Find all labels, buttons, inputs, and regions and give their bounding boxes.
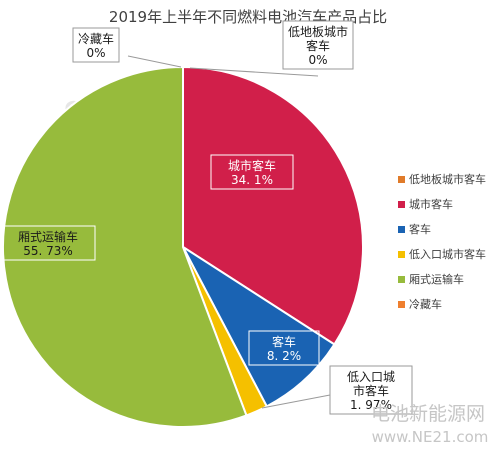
data-label-name: 市客车 xyxy=(353,383,389,398)
data-label-value: 34. 1% xyxy=(231,173,273,187)
legend-swatch xyxy=(398,276,405,283)
data-label-name: 客车 xyxy=(306,38,330,53)
data-label-value: 55. 73% xyxy=(23,244,73,258)
legend-item-cat1: 城市客车 xyxy=(398,197,453,211)
legend-label: 厢式运输车 xyxy=(409,272,464,286)
data-label-name: 低入口城 xyxy=(347,370,395,384)
site-watermark: 电池新能源网 www.NE21.com xyxy=(371,403,488,446)
legend-item-cat0: 低地板城市客车 xyxy=(398,172,486,186)
legend-item-cat4: 厢式运输车 xyxy=(398,272,464,286)
legend-label: 客车 xyxy=(409,222,431,236)
data-label-cat2: 客车8. 2% xyxy=(248,330,320,366)
data-label-box xyxy=(329,365,413,415)
leader-line xyxy=(261,394,331,409)
data-label-box xyxy=(0,225,96,261)
data-label-name: 冷藏车 xyxy=(78,31,114,46)
data-label-box xyxy=(248,330,320,366)
leader-line xyxy=(189,67,319,77)
legend-swatch xyxy=(398,226,405,233)
data-label-name: 客车 xyxy=(272,334,296,349)
pie-slices xyxy=(2,65,364,428)
data-label-value: 0% xyxy=(308,53,327,67)
site-watermark-name: 电池新能源网 xyxy=(371,403,485,425)
legend-label: 低入口城市客车 xyxy=(409,247,486,261)
leader-line xyxy=(127,55,182,68)
legend-swatch xyxy=(398,201,405,208)
legend-label: 低地板城市客车 xyxy=(409,172,486,186)
data-label-box xyxy=(72,27,120,63)
legend-swatch xyxy=(398,301,405,308)
legend-swatch xyxy=(398,251,405,258)
data-label-box xyxy=(282,20,354,70)
legend-swatch xyxy=(398,176,405,183)
data-label-name: 低地板城市 xyxy=(288,24,348,39)
data-label-value: 1. 97% xyxy=(350,398,392,412)
data-label-value: 0% xyxy=(86,46,105,60)
legend-item-cat2: 客车 xyxy=(398,222,431,236)
legend-label: 冷藏车 xyxy=(409,297,442,311)
site-watermark-url: www.NE21.com xyxy=(372,428,489,446)
data-label-box xyxy=(210,154,294,190)
data-label-name: 城市客车 xyxy=(228,158,276,173)
data-label-name: 厢式运输车 xyxy=(18,229,78,244)
legend-item-cat5: 冷藏车 xyxy=(398,297,442,311)
pie-outline xyxy=(2,66,364,428)
legend-label: 城市客车 xyxy=(409,197,453,211)
data-label-value: 8. 2% xyxy=(267,349,301,363)
legend-item-cat3: 低入口城市客车 xyxy=(398,247,486,261)
